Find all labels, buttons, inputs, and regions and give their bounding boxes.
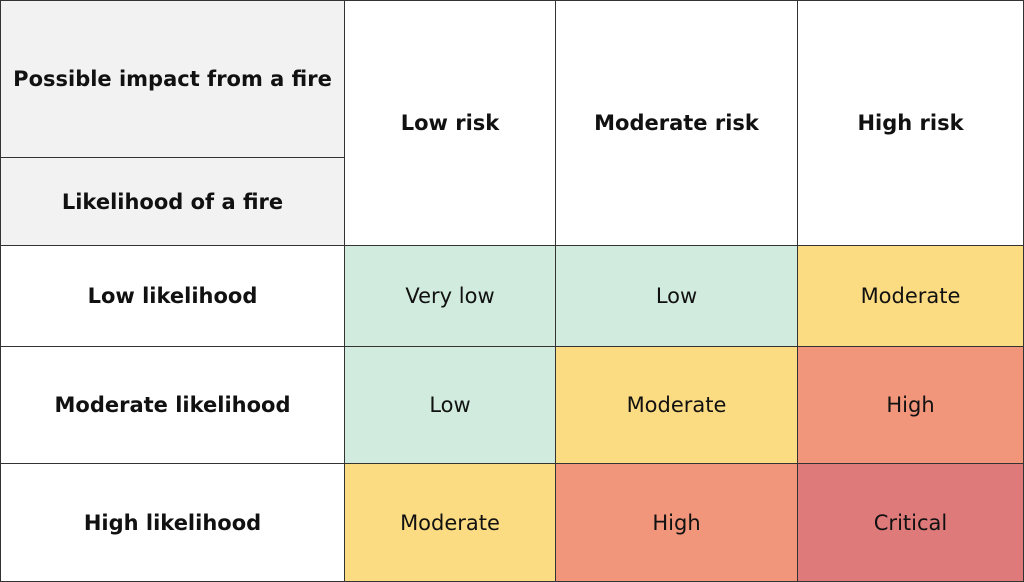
risk-cell: Moderate xyxy=(797,245,1024,347)
row-header-moderate-likelihood: Moderate likelihood xyxy=(0,346,345,464)
corner-likelihood-label: Likelihood of a fire xyxy=(0,157,345,246)
column-header-moderate-risk: Moderate risk xyxy=(555,0,798,246)
risk-cell: Critical xyxy=(797,463,1024,582)
row-header-high-likelihood: High likelihood xyxy=(0,463,345,582)
corner-impact-label: Possible impact from a fire xyxy=(0,0,345,158)
risk-cell: Moderate xyxy=(344,463,556,582)
risk-cell: Low xyxy=(555,245,798,347)
risk-cell: Low xyxy=(344,346,556,464)
risk-cell: High xyxy=(797,346,1024,464)
risk-cell: High xyxy=(555,463,798,582)
risk-cell: Very low xyxy=(344,245,556,347)
column-header-low-risk: Low risk xyxy=(344,0,556,246)
column-header-high-risk: High risk xyxy=(797,0,1024,246)
risk-cell: Moderate xyxy=(555,346,798,464)
row-header-low-likelihood: Low likelihood xyxy=(0,245,345,347)
